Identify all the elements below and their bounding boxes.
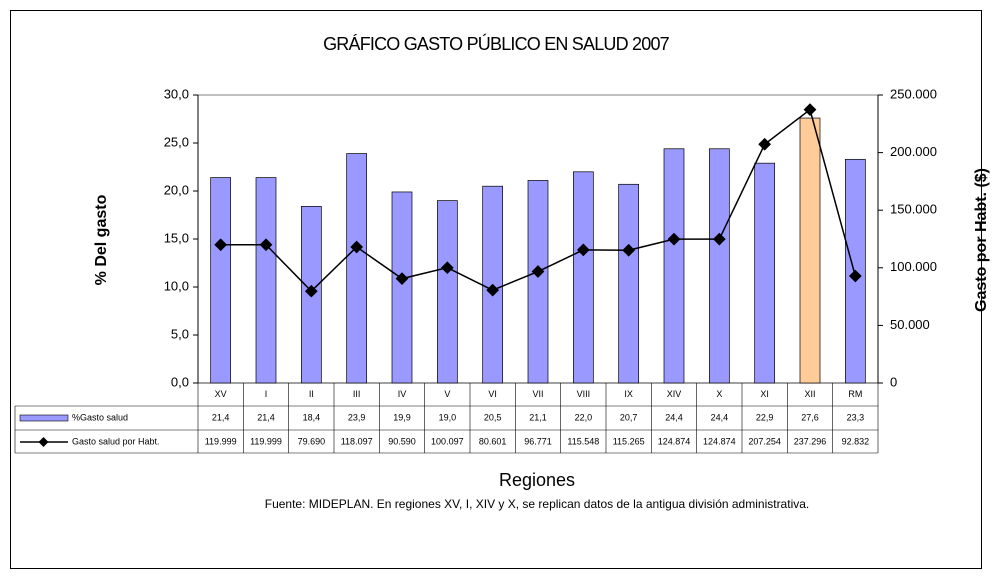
line-marker [440,261,454,275]
line-marker [259,238,273,252]
source-note: Fuente: MIDEPLAN. En regiones XV, I, XIV… [265,497,810,511]
bar [346,153,368,384]
bar [572,171,594,384]
table-value: 18,4 [303,412,321,422]
x-tick-label: VII [532,389,543,399]
table-value: 20,7 [620,412,638,422]
table-value: 20,5 [484,412,502,422]
y-axis-title: % Del gasto [93,194,110,285]
table-value: 79.690 [298,436,326,446]
y-tick-label: 30,0 [164,86,189,101]
x-tick-label: XI [760,389,769,399]
x-tick-label: V [444,389,450,399]
table-value: 115.265 [613,436,645,446]
table-value: 119.999 [205,436,237,446]
line-marker [350,240,364,254]
legend-label: Gasto salud por Habt. [72,436,160,446]
table-value: 90.590 [388,436,416,446]
chart-title: GRÁFICO GASTO PÚBLICO EN SALUD 2007 [323,33,670,54]
table-value: 21,4 [212,412,230,422]
table-value: 24,4 [665,412,683,422]
bar [255,177,277,384]
line-marker [214,238,228,252]
table-value: 80.601 [479,436,507,446]
table-value: 237.296 [794,436,827,446]
y2-axis-title: Gasto por Habt. ($) [973,168,990,312]
line-marker [395,272,409,286]
x-tick-label: IX [624,389,633,399]
legend-swatch [19,414,69,422]
table-value: 100.097 [431,436,464,446]
table-value: 96.771 [524,436,552,446]
x-tick-label: XV [215,389,227,399]
table-value: 22,9 [756,412,774,422]
table-value: 24,4 [711,412,729,422]
x-tick-label: VI [488,389,497,399]
y2-tick-label: 200.000 [890,144,937,159]
y-tick-label: 10,0 [164,278,189,293]
table-value: 21,4 [257,412,275,422]
bar [708,148,730,384]
table-value: 118.097 [341,436,373,446]
table-value: 23,9 [348,412,366,422]
table-value: 19,9 [393,412,411,422]
table-value: 119.999 [250,436,282,446]
y-tick-label: 5,0 [171,326,189,341]
bar [436,200,458,384]
y-tick-label: 25,0 [164,134,189,149]
table-value: 27,6 [801,412,819,422]
x-tick-label: I [265,389,268,399]
x-tick-label: X [716,389,722,399]
table-value: 124.874 [703,436,736,446]
table-value: 22,0 [575,412,593,422]
table-value: 21,1 [529,412,547,422]
y2-tick-label: 50.000 [890,317,930,332]
bar [754,162,776,384]
y2-tick-label: 150.000 [890,202,937,217]
x-tick-label: XIV [667,389,682,399]
y-tick-label: 15,0 [164,230,189,245]
line-marker [304,284,318,298]
x-tick-label: IV [398,389,407,399]
bar [799,117,821,384]
y2-tick-label: 0 [890,374,897,389]
bar [210,177,232,384]
x-tick-label: VIII [577,389,591,399]
y2-tick-label: 100.000 [890,259,937,274]
legend-label: %Gasto salud [72,412,128,422]
y-tick-label: 20,0 [164,182,189,197]
line-marker [486,283,500,297]
table-value: 19,0 [439,412,457,422]
table-value: 23,3 [847,412,865,422]
x-tick-label: II [309,389,314,399]
x-tick-label: RM [848,389,862,399]
x-tick-label: XII [804,389,815,399]
table-value: 124.874 [658,436,691,446]
table-value: 92.832 [842,436,870,446]
table-value: 115.548 [567,436,599,446]
bar [527,180,549,384]
y-tick-label: 0,0 [171,374,189,389]
bar [618,183,640,384]
x-axis-title: Regiones [499,470,575,490]
x-tick-label: III [353,389,361,399]
y2-tick-label: 250.000 [890,86,937,101]
table-value: 207.254 [748,436,781,446]
bar [391,191,413,384]
bar [663,148,685,384]
